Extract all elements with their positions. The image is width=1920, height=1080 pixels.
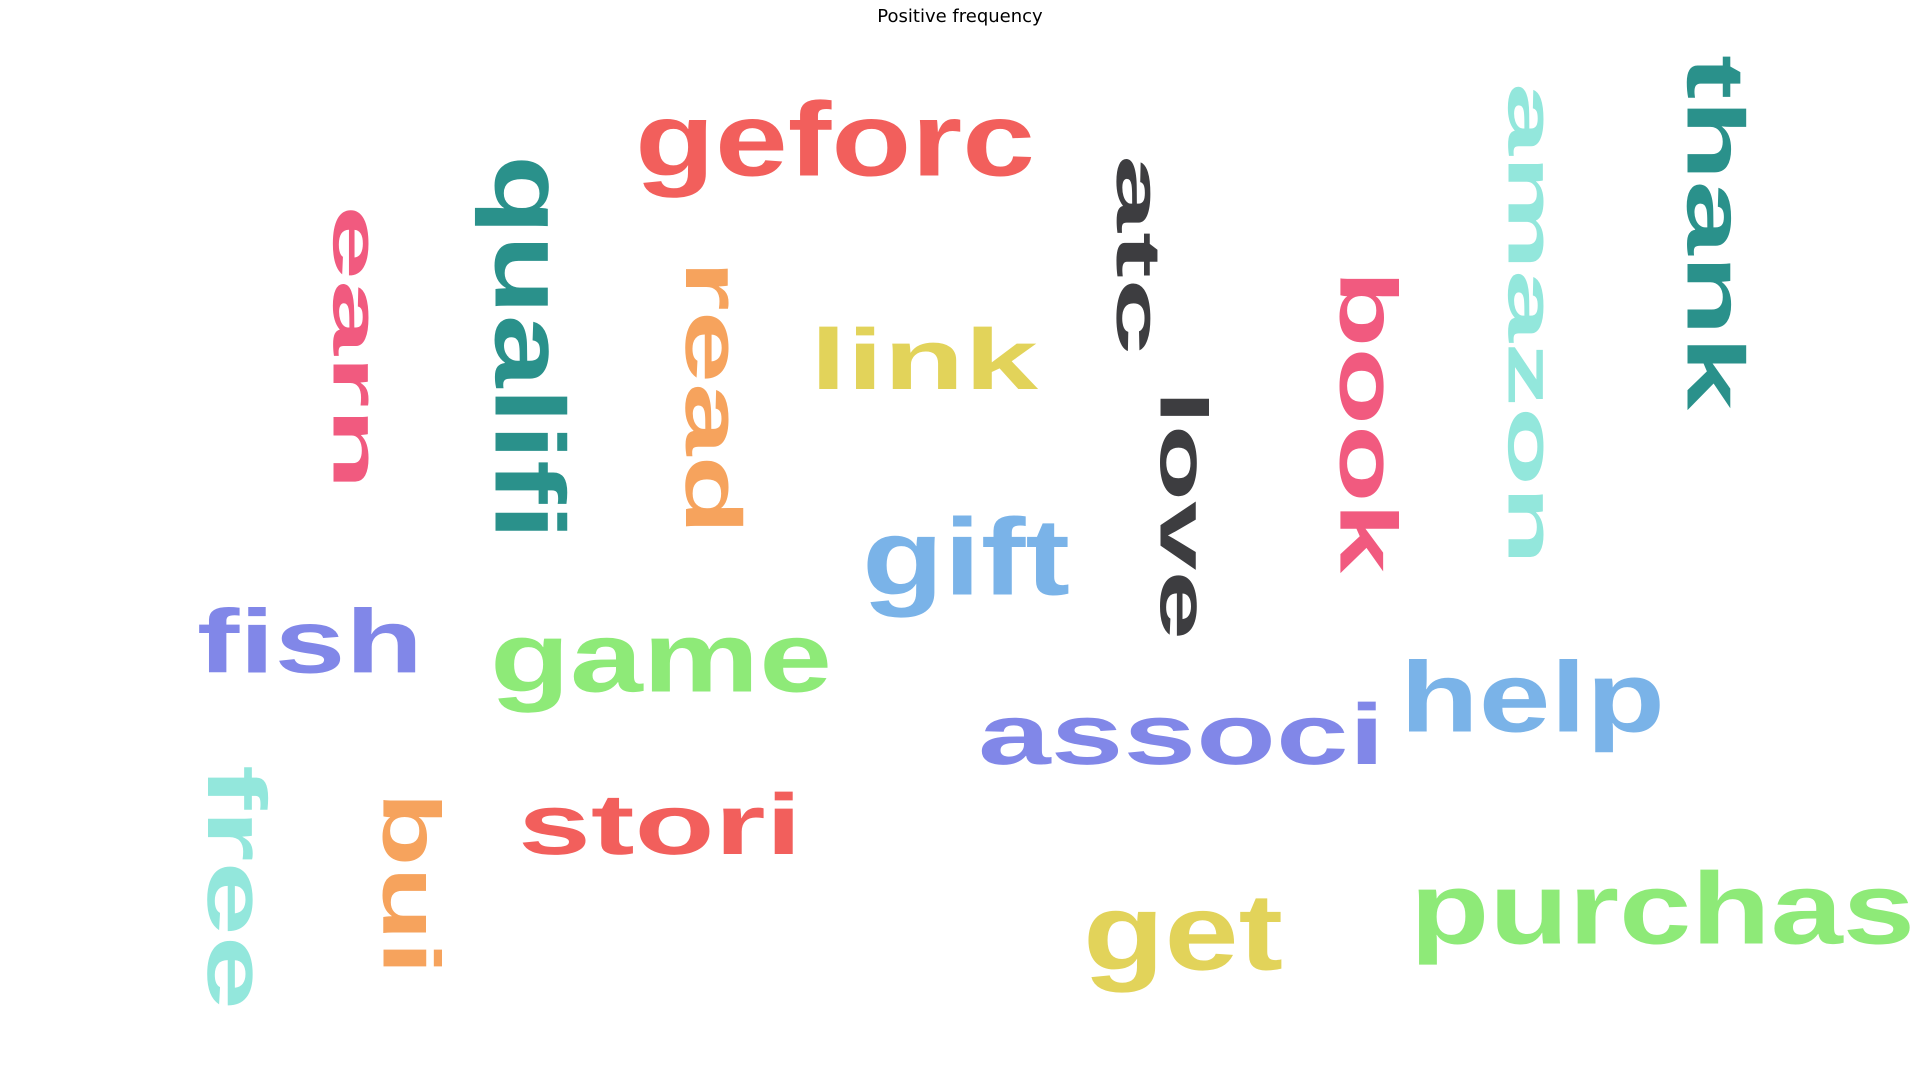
word-gift: gift [862,497,1070,619]
word-get: get [1083,872,1283,994]
word-help: help [1400,642,1665,754]
word-book: book [1323,270,1413,574]
word-purchas: purchas [1410,852,1915,966]
word-link: link [810,312,1038,408]
word-earn: earn [320,205,393,490]
chart-title: Positive frequency [877,6,1043,27]
word-geforc: geforc [635,82,1035,199]
word-read: read [669,260,758,535]
word-atc: atc [1103,155,1172,355]
word-thank: thank [1670,55,1760,412]
word-free: free [190,765,283,1010]
word-bui: bui [366,792,456,975]
word-associ: associ [978,687,1385,783]
word-stori: stori [518,777,802,873]
word-love: love [1146,390,1221,640]
word-fish: fish [197,593,423,693]
word-game: game [490,602,832,714]
word-amazon: amazon [1495,83,1568,565]
word-qualifi: qualifi [475,155,586,540]
